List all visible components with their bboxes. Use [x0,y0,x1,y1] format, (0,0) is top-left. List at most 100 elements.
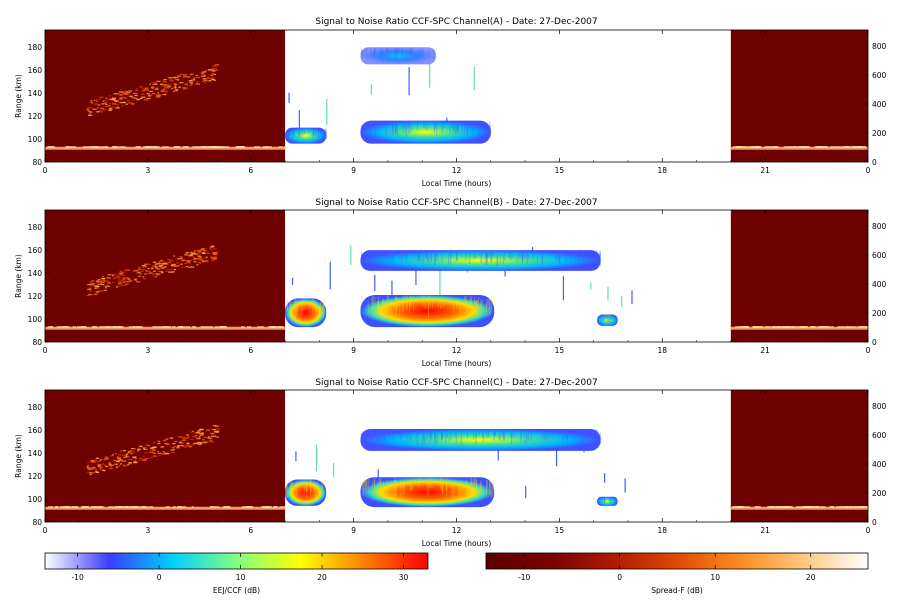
x-tick-label: 12 [452,346,462,355]
x-tick-label: 12 [452,526,462,535]
scatter-echo [315,444,318,472]
scatter-echo [374,274,376,292]
spread-f-panel [45,210,286,342]
y-tick-label: 160 [28,66,43,75]
echo-region [597,314,618,326]
y-tick-label: 160 [28,246,43,255]
x-axis-label: Local Time (hours) [422,539,492,548]
y-tick-label: 100 [28,495,43,504]
y2-tick-label: 0 [872,338,877,347]
y-tick-label: 80 [32,518,42,527]
x-tick-label: 6 [248,526,253,535]
y2-tick-label: 400 [872,100,887,109]
y-axis-label: Range (km) [14,254,23,298]
y-tick-label: 80 [32,158,42,167]
y2-tick-label: 400 [872,460,887,469]
scatter-echo [295,451,297,462]
spread-f-panel [730,390,870,522]
x-tick-label: 9 [351,166,356,175]
echo-region [360,47,436,65]
echo-region [360,120,492,144]
x-tick-label: 18 [657,526,667,535]
colorbar-tick-label: -10 [71,573,83,582]
y-tick-label: 140 [28,269,43,278]
echo-region [360,477,495,508]
scatter-echo [329,261,331,290]
y-tick-label: 180 [28,403,43,412]
y-tick-label: 140 [28,449,43,458]
spread-f-colorbar: -10 0 10 20 Spread-F (dB) [485,552,869,595]
scatter-echo [525,485,527,499]
y-tick-label: 140 [28,89,43,98]
scatter-echo [370,84,372,95]
y-tick-label: 180 [28,223,43,232]
scatter-echo [439,266,441,296]
chart-title: Signal to Noise Ratio CCF-SPC Channel(A)… [315,17,597,27]
y-tick-label: 120 [28,292,43,301]
y-tick-label: 120 [28,112,43,121]
y2-tick-label: 200 [872,309,887,318]
chart-panel-a: Signal to Noise Ratio CCF-SPC Channel(A)… [14,17,887,188]
echo-region [360,250,601,271]
x-tick-label: 15 [555,526,565,535]
echo-region [360,294,495,328]
scatter-echo [408,67,410,96]
colorbar-tick-label: 20 [806,573,816,582]
x-tick-label: 12 [452,166,462,175]
y-axis-label: Range (km) [14,74,23,118]
x-tick-label: 21 [760,166,770,175]
x-tick-label: 0 [866,166,871,175]
colorbar-tick-label: 20 [317,573,327,582]
x-tick-label: 3 [145,166,150,175]
scatter-echo [326,99,328,125]
scatter-echo [555,446,558,467]
scatter-echo [624,478,626,493]
colorbar-label: EEJ/CCF (dB) [213,586,260,595]
scatter-echo [291,277,294,285]
spread-f-panel [730,210,869,342]
scatter-echo [473,66,475,91]
scatter-echo [603,473,606,483]
x-tick-label: 3 [145,346,150,355]
x-tick-label: 15 [555,166,565,175]
chart-panel-b: Signal to Noise Ratio CCF-SPC Channel(B)… [14,198,887,368]
spread-f-panel [45,390,287,522]
scatter-echo [350,245,352,265]
x-tick-label: 18 [657,346,667,355]
scatter-echo [298,110,300,137]
x-tick-label: 9 [351,526,356,535]
y2-tick-label: 800 [872,42,887,51]
scatter-echo [562,276,565,301]
spread-f-panel [45,30,289,162]
y2-tick-label: 600 [872,431,887,440]
x-tick-label: 9 [351,346,356,355]
y-tick-label: 80 [32,338,42,347]
y-tick-label: 120 [28,472,43,481]
colorbar-tick-label: 10 [710,573,720,582]
echo-region [360,429,602,451]
x-tick-label: 0 [866,346,871,355]
y-tick-label: 180 [28,43,43,52]
y2-tick-label: 200 [872,489,887,498]
x-tick-label: 6 [248,166,253,175]
colorbar-tick-label: 0 [157,573,162,582]
scatter-echo [607,286,609,301]
echo-region [285,298,327,328]
y-tick-label: 100 [28,135,43,144]
y-tick-label: 160 [28,426,43,435]
echo-region [285,127,328,144]
spread-f-panel [730,30,868,162]
scatter-echo [391,280,393,298]
x-tick-label: 0 [866,526,871,535]
chart-title: Signal to Noise Ratio CCF-SPC Channel(B)… [315,198,597,208]
chart-panel-c: Signal to Noise Ratio CCF-SPC Channel(C)… [14,378,887,548]
x-tick-label: 0 [43,346,48,355]
x-tick-label: 6 [248,346,253,355]
y2-tick-label: 800 [872,222,887,231]
y2-tick-label: 600 [872,71,887,80]
x-tick-label: 0 [43,166,48,175]
y-tick-label: 100 [28,315,43,324]
scatter-echo [631,290,633,305]
y2-tick-label: 800 [872,402,887,411]
